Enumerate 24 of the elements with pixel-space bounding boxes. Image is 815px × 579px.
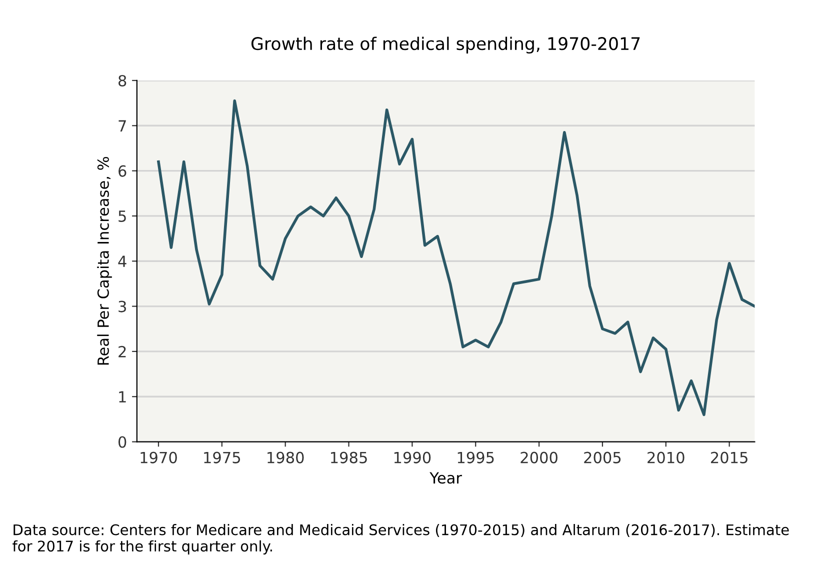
y-tick-label: 6	[118, 165, 126, 177]
x-tick-label: 1985	[331, 452, 367, 464]
x-tick-label: 2010	[648, 452, 684, 464]
x-tick-label: 1995	[458, 452, 494, 464]
y-tick-label: 1	[119, 391, 126, 402]
x-axis-title: Year	[430, 472, 462, 484]
source-note: Data source: Centers for Medicare and Medicaid Services (1970-2015) and Altarum (2016-2017). Estimate for 2017 is for the first quarter only.	[12, 524, 789, 554]
y-tick-label: 0	[118, 436, 126, 448]
x-tick-label: 1980	[268, 452, 304, 464]
y-tick-label: 2	[118, 346, 126, 358]
y-tick-label: 3	[118, 300, 126, 312]
x-tick-label: 1970	[140, 452, 177, 464]
x-tick-label: 2000	[520, 452, 558, 464]
y-tick-label: 5	[118, 210, 126, 222]
y-tick-label: 4	[118, 256, 126, 267]
x-tick-label: 2005	[584, 452, 621, 464]
y-tick-label: 8	[118, 74, 126, 87]
y-tick-label: 7	[118, 120, 126, 132]
line-series	[157, 99, 755, 416]
chart-title: Growth rate of medical spending, 1970-2017	[251, 36, 640, 54]
x-tick-label: 1975	[204, 452, 240, 464]
x-tick-label: 1990	[394, 452, 431, 464]
x-tick-label: 2015	[711, 452, 748, 464]
y-axis-title: Real Per Capita Increase, %	[97, 156, 112, 365]
